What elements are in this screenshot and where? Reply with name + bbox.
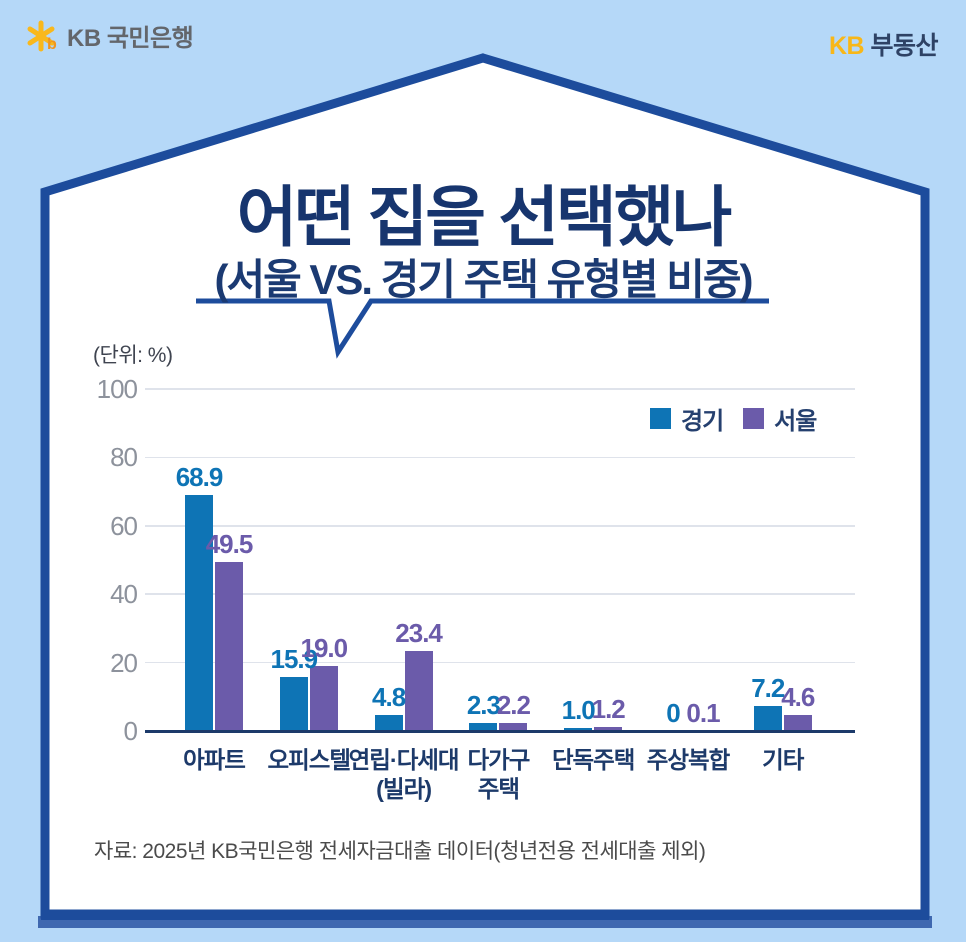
- bar-value-label: 1.2: [591, 693, 626, 724]
- bar-value-label: 4.6: [781, 682, 815, 713]
- gridline: [145, 525, 855, 527]
- legend-swatch: [743, 408, 765, 429]
- bar-value-label: 68.9: [175, 462, 224, 493]
- kb-bank-logo-text: KB 국민은행: [67, 25, 194, 52]
- gridline: [145, 661, 855, 664]
- chart-legend: 경기 서울: [650, 401, 817, 436]
- gridline: [145, 388, 855, 390]
- bar-value-label: 0.1: [686, 697, 720, 728]
- source-note: 자료: 2025년 KB국민은행 전세자금대출 데이터(청년전용 전세대출 제외…: [94, 840, 706, 863]
- svg-text:b: b: [47, 36, 57, 53]
- bar-value-label: 23.4: [395, 617, 443, 648]
- bar-value-label: 2.2: [496, 690, 531, 721]
- y-axis-tick: 80: [110, 442, 138, 473]
- x-axis-label: 아파트: [183, 747, 246, 773]
- page-subtitle: (서울 VS. 경기 주택 유형별 비중): [214, 256, 753, 303]
- baseline: [145, 729, 855, 733]
- kb-realty-brand: KB 부동산: [828, 26, 939, 62]
- unit-label: (단위: %): [93, 344, 173, 367]
- kb-bank-logo: b KB 국민은행: [26, 18, 194, 53]
- x-axis-label: 주상복합: [646, 747, 730, 773]
- x-axis-label: 다가구 주택: [467, 747, 530, 803]
- x-axis-label: 연립·다세대 (빌라): [348, 747, 460, 803]
- y-axis-tick: 40: [110, 579, 138, 610]
- x-axis-label: 기타: [762, 747, 804, 773]
- x-axis-label: 단독주택: [551, 747, 635, 773]
- kb-star-icon: b: [27, 20, 57, 53]
- legend-item: 서울: [743, 401, 817, 436]
- bar-value-label: 4.8: [372, 681, 406, 712]
- gridline: [145, 456, 855, 459]
- bar-value-label: 19.0: [300, 633, 348, 664]
- bar: [215, 561, 243, 731]
- legend-swatch: [650, 408, 671, 429]
- kb-realty-brand-kb: KB: [828, 32, 865, 60]
- legend-label: 서울: [774, 408, 817, 435]
- gridline: [145, 593, 855, 595]
- legend-item: 경기: [650, 401, 724, 436]
- y-axis-tick: 100: [96, 374, 138, 404]
- y-axis-tick: 20: [110, 647, 138, 678]
- y-axis-tick: 60: [110, 510, 138, 541]
- bar-value-label: 49.5: [205, 528, 254, 559]
- bar: [279, 676, 308, 731]
- legend-label: 경기: [681, 408, 724, 435]
- y-axis-tick: 0: [123, 716, 138, 746]
- bar: [309, 666, 338, 731]
- x-axis-label: 오피스텔: [267, 747, 351, 773]
- kb-realty-brand-name: 부동산: [864, 32, 938, 60]
